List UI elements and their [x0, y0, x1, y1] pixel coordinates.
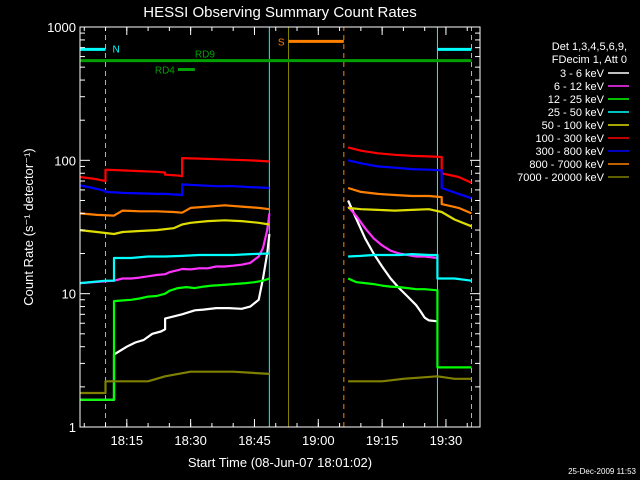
x-tick-label-0: 18:15 — [111, 433, 144, 448]
chart-title: HESSI Observing Summary Count Rates — [143, 4, 416, 21]
y-axis-ticks: 1 10 100 1000 — [47, 20, 480, 435]
state-label-0: N — [113, 44, 120, 55]
legend-header-1: FDecim 1, Att 0 — [552, 54, 627, 66]
x-axis-ticks: 18:15 18:30 18:45 19:00 19:15 19:30 — [83, 27, 468, 448]
state-bars: N S RD9 RD4 — [80, 37, 472, 77]
series-line-5-segment-0 — [79, 157, 270, 183]
legend-entry-label-2: 12 - 25 keV — [548, 94, 605, 106]
series-line-1-segment-1 — [347, 205, 438, 260]
date-stamp: 25-Dec-2009 11:53 — [568, 467, 636, 476]
x-tick-label-1: 18:30 — [174, 433, 207, 448]
series-line-2-segment-1 — [347, 277, 472, 369]
series-line-8-segment-0 — [80, 370, 270, 395]
series-line-3-segment-0 — [79, 252, 270, 285]
series-line-0-segment-0 — [80, 233, 271, 401]
legend: Det 1,3,4,5,6,9,FDecim 1, Att 0 3 - 6 keV… — [517, 41, 629, 184]
legend-header-0: Det 1,3,4,5,6,9, — [552, 41, 627, 53]
series-line-2-segment-0 — [80, 277, 270, 401]
y-tick-label-1: 10 — [62, 287, 76, 302]
series-line-8-segment-1 — [348, 375, 472, 383]
legend-entry-label-1: 6 - 12 keV — [554, 81, 605, 93]
y-tick-label-0: 1 — [69, 420, 76, 435]
legend-entry-label-8: 7000 - 20000 keV — [517, 172, 605, 184]
series-line-4-segment-1 — [347, 206, 472, 228]
series-line-5-segment-1 — [347, 146, 472, 184]
plot-area: N S RD9 RD4 — [79, 27, 472, 427]
y-tick-label-3: 1000 — [47, 20, 76, 35]
series-line-7-segment-0 — [79, 204, 270, 217]
series-line-4-segment-0 — [79, 219, 270, 236]
x-tick-label-2: 18:45 — [238, 433, 271, 448]
y-tick-label-2: 100 — [54, 153, 76, 168]
legend-entry-label-6: 300 - 800 keV — [536, 146, 605, 158]
series-group — [79, 146, 472, 401]
state-label-3: RD4 — [155, 66, 175, 77]
legend-entry-label-3: 25 - 50 keV — [548, 107, 605, 119]
legend-entry-label-4: 50 - 100 keV — [542, 120, 605, 132]
x-axis-label: Start Time (08-Jun-07 18:01:02) — [188, 455, 372, 470]
legend-entry-label-7: 800 - 7000 keV — [529, 159, 604, 171]
state-label-2: RD9 — [195, 50, 215, 61]
y-axis-label: Count Rate (s⁻¹ detector⁻¹) — [21, 148, 36, 306]
x-tick-label-3: 19:00 — [302, 433, 335, 448]
series-line-3-segment-1 — [348, 253, 472, 282]
series-line-1-segment-0 — [79, 213, 271, 285]
x-tick-label-5: 19:30 — [430, 433, 463, 448]
series-line-6-segment-1 — [347, 159, 472, 200]
x-tick-label-4: 19:15 — [366, 433, 399, 448]
state-label-1: S — [278, 37, 285, 48]
legend-entry-label-0: 3 - 6 keV — [560, 68, 605, 80]
plot-frame — [79, 26, 481, 428]
legend-entry-label-5: 100 - 300 keV — [536, 133, 605, 145]
series-line-7-segment-1 — [347, 186, 472, 215]
series-line-6-segment-0 — [79, 183, 270, 197]
